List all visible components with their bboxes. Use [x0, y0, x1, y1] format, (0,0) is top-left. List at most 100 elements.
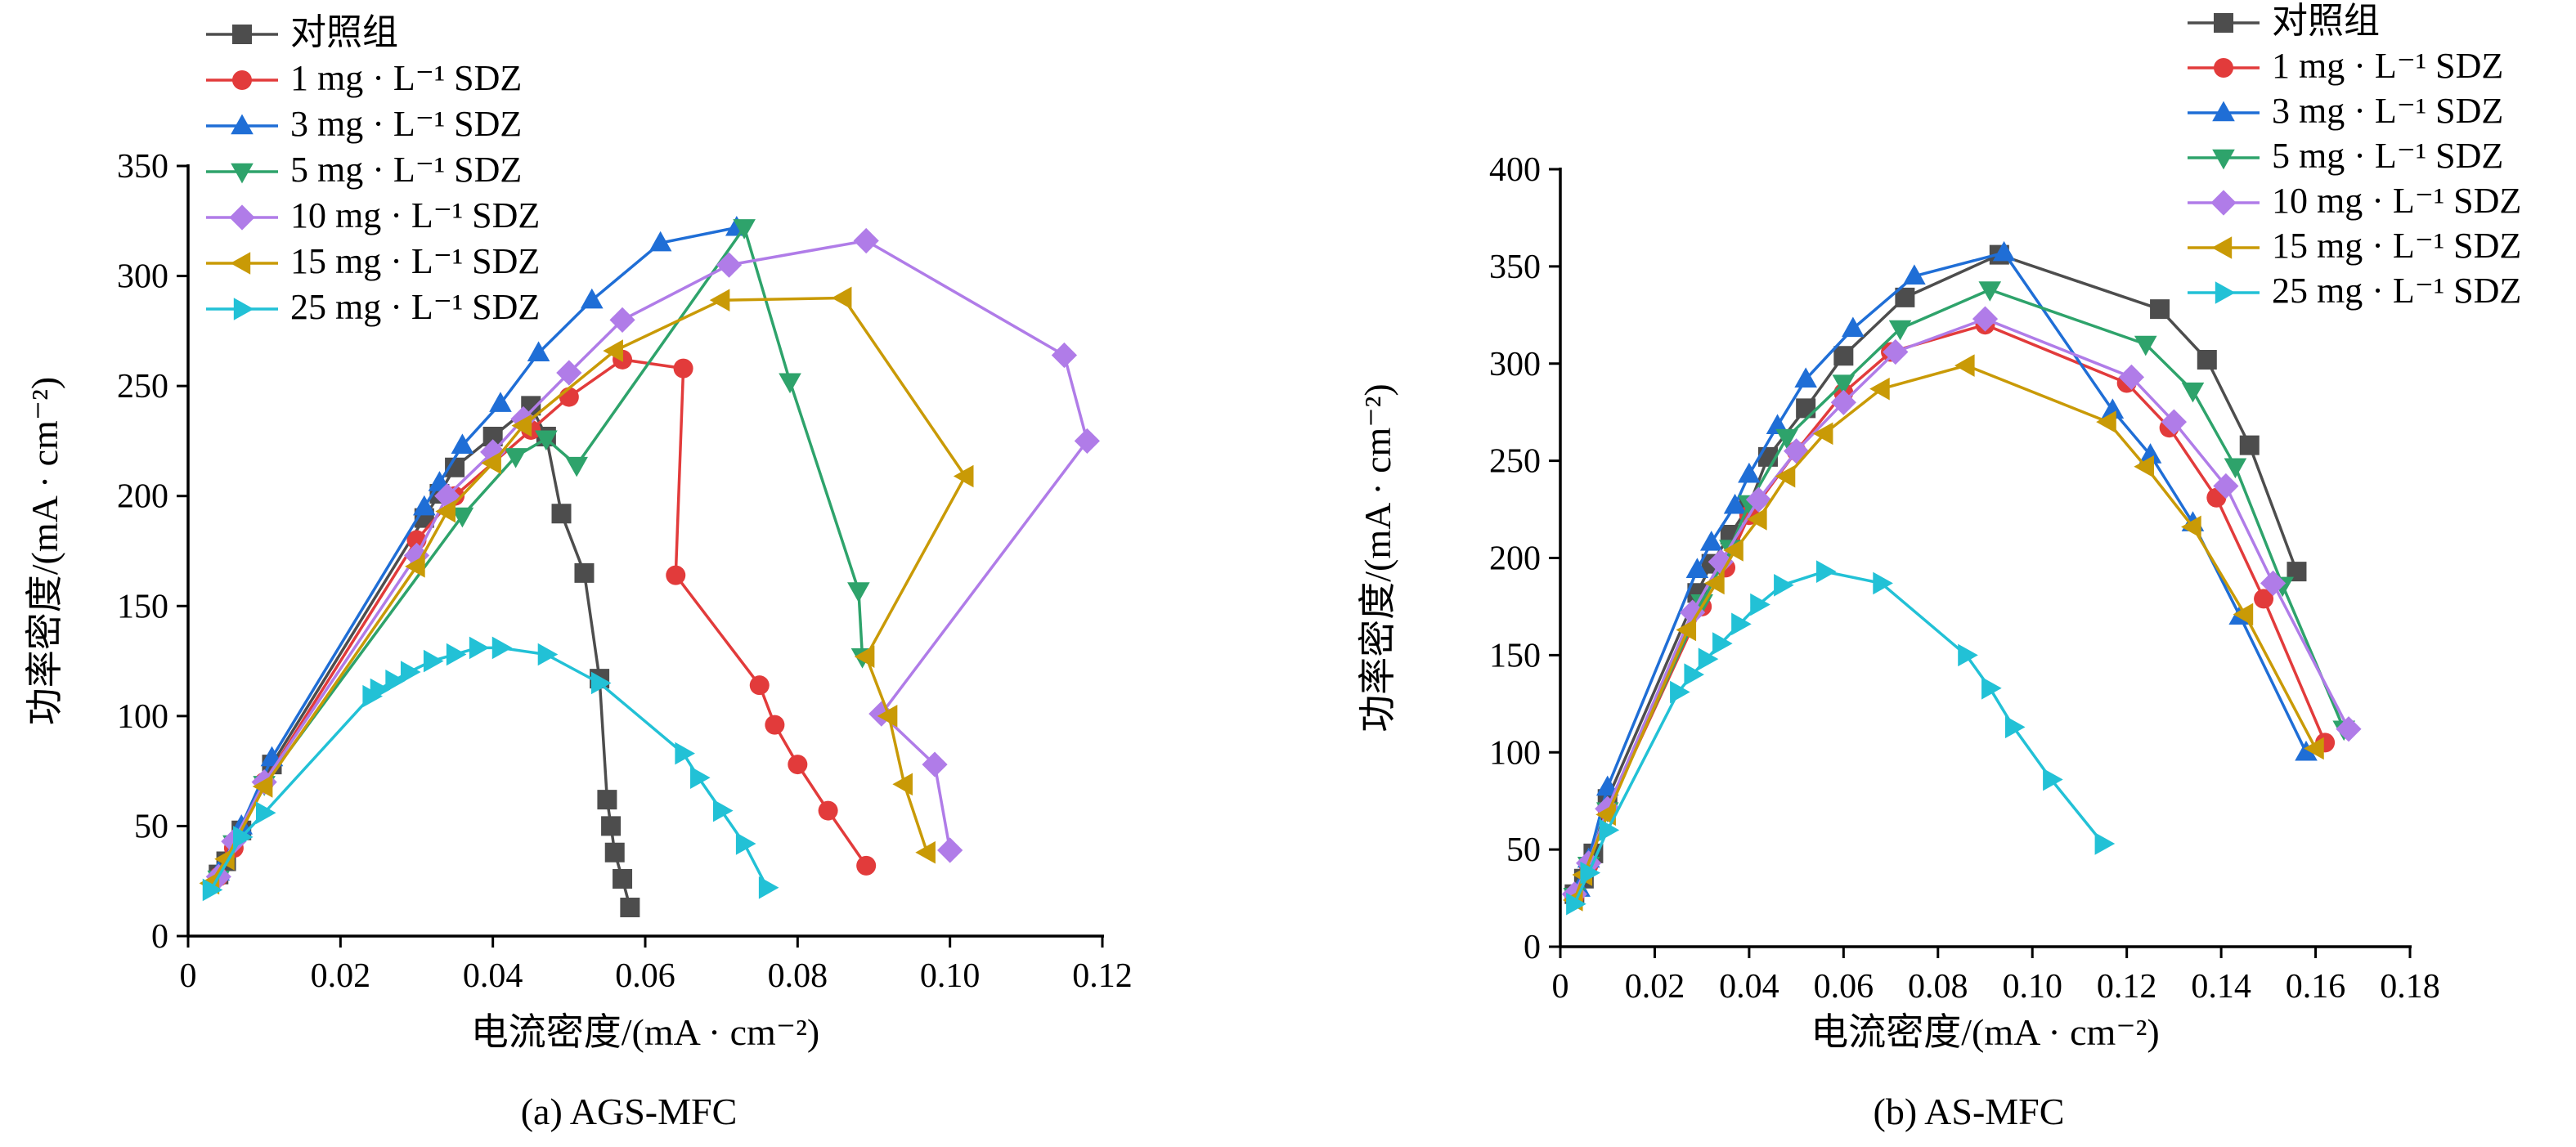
data-point [565, 456, 588, 477]
data-point [1750, 593, 1770, 616]
data-point [2134, 335, 2157, 356]
series-5 [199, 286, 974, 895]
data-point [1712, 632, 1733, 655]
data-point [1738, 462, 1761, 483]
data-point [892, 773, 913, 796]
x-tick-label: 0.12 [2097, 968, 2157, 1006]
data-point [1869, 377, 1890, 401]
y-tick-label: 0 [151, 918, 168, 956]
x-tick-label: 0.04 [463, 957, 523, 995]
legend-label: 10 mg · L⁻¹ SDZ [290, 195, 540, 235]
data-point [1816, 560, 1837, 583]
legend-marker [2212, 149, 2235, 170]
y-tick-label: 100 [117, 698, 168, 736]
data-point [574, 562, 595, 583]
data-point [2043, 768, 2063, 791]
chart-panel-b: 0 0.02 0.04 0.06 0.08 0.10 0.12 0.14 0.16 0.18 0 50… [1357, 1, 2521, 1132]
data-point [1074, 428, 1100, 455]
data-point [482, 427, 503, 447]
data-point [673, 358, 693, 379]
data-point [1580, 861, 1601, 885]
x-axis-title: 电流密度/(mA · cm⁻²) [471, 1011, 819, 1053]
legend-item: 对照组 [2188, 1, 2380, 41]
series-5 [1562, 354, 2324, 912]
x-tick-label: 0.08 [1908, 968, 1968, 1006]
data-point [423, 649, 444, 673]
data-point [922, 751, 948, 777]
series-3 [1563, 281, 2355, 908]
legend-marker [2214, 58, 2233, 78]
legend-marker [231, 163, 254, 184]
data-point [1888, 320, 1912, 341]
data-point [733, 219, 756, 240]
x-tick-label: 0.02 [1625, 968, 1685, 1006]
data-point [1676, 618, 1697, 642]
data-point [1842, 316, 1865, 338]
data-point [853, 227, 879, 254]
legend-label: 5 mg · L⁻¹ SDZ [2272, 136, 2503, 176]
x-tick-label: 0 [180, 957, 197, 995]
data-point [1830, 389, 1856, 415]
data-point [590, 671, 612, 695]
data-point [1699, 531, 1723, 551]
y-tick-label: 400 [1489, 151, 1541, 189]
legend: 对照组 1 mg · L⁻¹ SDZ 3 mg · L⁻¹ SDZ 5 mg · L⁻… [2188, 1, 2521, 311]
legend-item: 对照组 [206, 12, 398, 52]
x-tick-label: 0.02 [311, 957, 371, 995]
data-point [1812, 422, 1833, 446]
legend-label: 25 mg · L⁻¹ SDZ [2272, 271, 2521, 311]
series-line [209, 646, 769, 891]
panel-caption: (b) AS-MFC [1874, 1091, 2065, 1132]
series-line [1573, 364, 2318, 901]
data-point [2197, 349, 2217, 370]
data-point [1708, 549, 1734, 575]
data-point [675, 742, 695, 765]
data-point [1903, 264, 1926, 285]
data-point [535, 430, 558, 451]
data-point [2096, 410, 2116, 433]
legend-label: 3 mg · L⁻¹ SDZ [290, 104, 522, 144]
data-point [2233, 603, 2254, 626]
data-point [491, 636, 513, 660]
data-point [2161, 409, 2187, 435]
data-point [601, 816, 622, 836]
legend-item: 10 mg · L⁻¹ SDZ [206, 195, 540, 235]
legend: 对照组 1 mg · L⁻¹ SDZ 3 mg · L⁻¹ SDZ 5 mg · L⁻… [206, 12, 540, 327]
data-point [1784, 438, 1810, 464]
x-tick-label: 0.16 [2286, 968, 2346, 1006]
legend-marker [232, 70, 252, 90]
legend-label: 1 mg · L⁻¹ SDZ [2272, 46, 2503, 86]
y-tick-label: 50 [134, 808, 168, 845]
data-point [613, 869, 633, 889]
data-point [202, 878, 223, 902]
series-line [1573, 253, 2299, 895]
data-point [385, 669, 406, 692]
y-tick-label: 200 [117, 478, 168, 516]
data-point [489, 392, 512, 412]
y-tick-label: 350 [117, 148, 168, 186]
data-point [2254, 589, 2274, 609]
data-point [2213, 473, 2239, 500]
data-point [937, 837, 963, 863]
data-point [1774, 573, 1794, 597]
data-point [1796, 398, 1816, 419]
y-tick-label: 50 [1506, 831, 1541, 869]
data-point [2295, 740, 2318, 761]
data-point [609, 307, 635, 333]
series-2 [1568, 240, 2318, 897]
axes: 0 0.02 0.04 0.06 0.08 0.10 0.12 0 50 100 150 200 250… [117, 148, 1133, 995]
legend-marker [2212, 101, 2235, 122]
data-point [435, 500, 456, 523]
legend-item: 15 mg · L⁻¹ SDZ [2188, 226, 2521, 266]
y-tick-label: 250 [117, 368, 168, 405]
data-point [1595, 803, 1616, 827]
y-tick-label: 350 [1489, 249, 1541, 286]
data-point [712, 799, 734, 822]
data-point [1992, 240, 2016, 262]
y-tick-label: 300 [1489, 346, 1541, 383]
y-tick-label: 150 [117, 588, 168, 625]
data-point [551, 504, 572, 524]
data-point [2101, 398, 2125, 419]
y-tick-label: 100 [1489, 734, 1541, 772]
legend-label: 对照组 [2272, 1, 2380, 41]
